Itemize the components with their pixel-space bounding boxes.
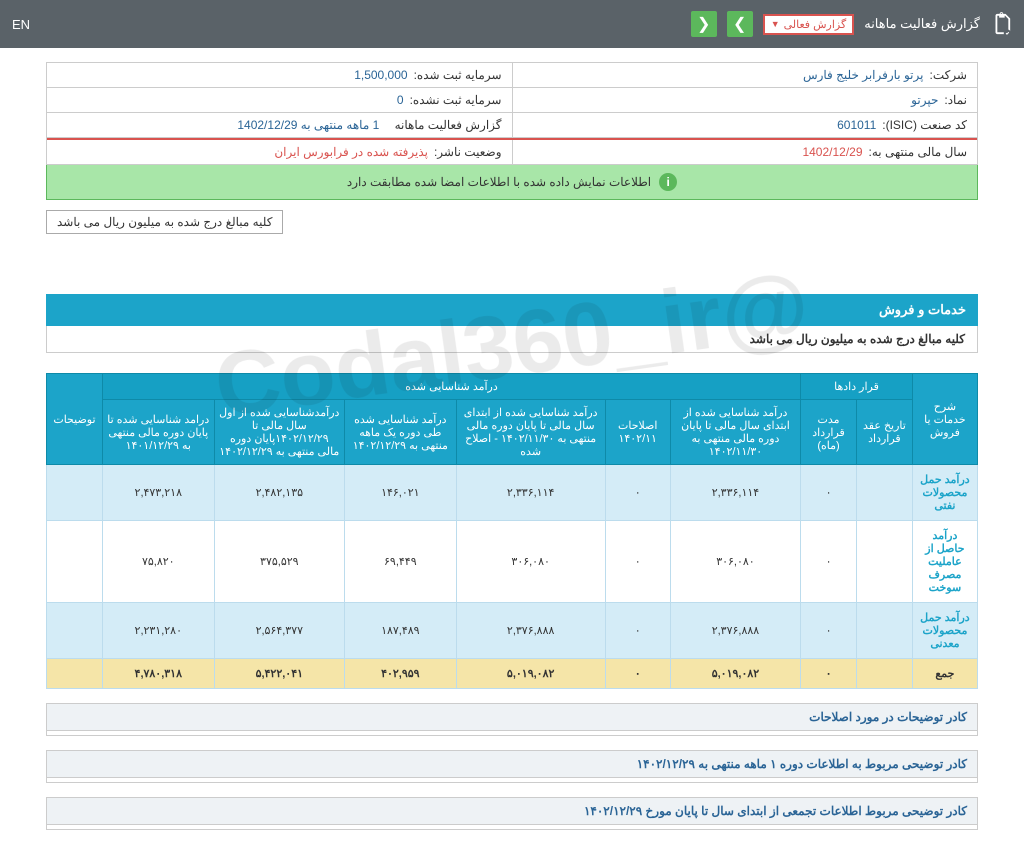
page-title: گزارش فعالیت ماهانه [864, 16, 980, 32]
cell-desc: درآمد حمل محصولات معدنی [912, 603, 977, 659]
cell-desc: جمع [912, 659, 977, 689]
capital-unreg-value: 0 [397, 93, 404, 107]
dropdown-label: گزارش فعالی [784, 18, 847, 31]
report-dropdown[interactable]: گزارش فعالی ▼ [763, 14, 855, 35]
info-icon: i [659, 173, 677, 191]
cell: ۵,۴۲۲,۰۴۱ [214, 659, 344, 689]
th-rec-adj: درآمد شناسایی شده از ابتدای سال مالی تا … [456, 400, 605, 465]
company-info-box: شرکت: پرتو بارفرابر خلیج فارس سرمایه ثبت… [46, 62, 978, 165]
cell: ۶۹,۴۴۹ [344, 521, 456, 603]
cell: ۵,۰۱۹,۰۸۲ [456, 659, 605, 689]
cell [856, 659, 912, 689]
desc-box: کادر توضیحی مربوط به اطلاعات دوره ۱ ماهه… [46, 750, 978, 783]
symbol-label: نماد: [944, 93, 967, 107]
cell: ۰ [801, 659, 857, 689]
th-rec-1m: درآمد شناسایی شده طی دوره یک ماهه منتهی … [344, 400, 456, 465]
cell: ۴۰۲,۹۵۹ [344, 659, 456, 689]
section-sub: کلیه مبالغ درج شده به میلیون ریال می باش… [46, 326, 978, 353]
table-row: درآمد حاصل از عاملیت مصرف سوخت ۰ ۳۰۶,۰۸۰… [47, 521, 978, 603]
cell: ۳۷۵,۵۲۹ [214, 521, 344, 603]
report-period: 1 ماهه منتهی به 1402/12/29 [237, 118, 379, 132]
cell: ۲,۵۶۴,۳۷۷ [214, 603, 344, 659]
table-total-row: جمع ۰ ۵,۰۱۹,۰۸۲ ۰ ۵,۰۱۹,۰۸۲ ۴۰۲,۹۵۹ ۵,۴۲… [47, 659, 978, 689]
cell-desc: درآمد حاصل از عاملیت مصرف سوخت [912, 521, 977, 603]
desc-body [47, 825, 977, 829]
cell [856, 521, 912, 603]
cell: ۱۴۶,۰۲۱ [344, 465, 456, 521]
desc-title: کادر توضیحات در مورد اصلاحات [47, 704, 977, 731]
desc-title: کادر توضیحی مربوط اطلاعات تجمعی از ابتدا… [47, 798, 977, 825]
cell: ۳۰۶,۰۸۰ [456, 521, 605, 603]
company-label: شرکت: [929, 68, 967, 82]
desc-body [47, 778, 977, 782]
nav-next-button[interactable]: ❯ [727, 11, 753, 37]
cell: ۲,۳۳۶,۱۱۴ [670, 465, 800, 521]
symbol-value: حپرتو [911, 93, 938, 107]
cell: ۰ [801, 603, 857, 659]
cell [856, 603, 912, 659]
chevron-down-icon: ▼ [771, 19, 780, 29]
cell: ۲,۳۳۶,۱۱۴ [456, 465, 605, 521]
lang-switch[interactable]: EN [12, 17, 30, 32]
nav-prev-button[interactable]: ❮ [691, 11, 717, 37]
capital-unreg-label: سرمایه ثبت نشده: [410, 93, 502, 107]
th-group-revenue: درآمد شناسایی شده [102, 374, 800, 400]
cell: ۵,۰۱۹,۰۸۲ [670, 659, 800, 689]
cell: ۴,۷۸۰,۳۱۸ [102, 659, 214, 689]
th-group-contracts: قرار دادها [801, 374, 913, 400]
cell: ۰ [801, 465, 857, 521]
issuer-label: وضعیت ناشر: [434, 145, 502, 159]
issuer-value: پذیرفته شده در فرابورس ایران [274, 145, 428, 159]
table-row: درآمد حمل محصولات نفتی ۰ ۲,۳۳۶,۱۱۴ ۰ ۲,۳… [47, 465, 978, 521]
isic-value: 601011 [837, 118, 876, 132]
capital-reg-value: 1,500,000 [354, 68, 407, 82]
cell: ۰ [605, 521, 670, 603]
cell: ۲,۳۷۶,۸۸۸ [670, 603, 800, 659]
report-label: گزارش فعالیت ماهانه [395, 118, 502, 132]
table-row: درآمد حمل محصولات معدنی ۰ ۲,۳۷۶,۸۸۸ ۰ ۲,… [47, 603, 978, 659]
desc-title: کادر توضیحی مربوط به اطلاعات دوره ۱ ماهه… [47, 751, 977, 778]
th-rec-cum: درآمدشناسایی شده از اول سال مالی تا ۱۴۰۲… [214, 400, 344, 465]
cell [47, 465, 103, 521]
cell [47, 659, 103, 689]
cell: ۳۰۶,۰۸۰ [670, 521, 800, 603]
th-adj: اصلاحات ۱۴۰۲/۱۱ [605, 400, 670, 465]
th-rec-prev: درامد شناسایی شده تا پایان دوره مالی منت… [102, 400, 214, 465]
alert-text: اطلاعات نمایش داده شده با اطلاعات امضا ش… [347, 175, 651, 189]
currency-note: کلیه مبالغ درج شده به میلیون ریال می باش… [46, 210, 283, 234]
cell-desc: درآمد حمل محصولات نفتی [912, 465, 977, 521]
cell: ۰ [605, 465, 670, 521]
cell [47, 603, 103, 659]
fy-label: سال مالی منتهی به: [869, 145, 967, 159]
section-header: خدمات و فروش [46, 294, 978, 326]
cell: ۲,۳۷۶,۸۸۸ [456, 603, 605, 659]
desc-box: کادر توضیحات در مورد اصلاحات [46, 703, 978, 736]
th-rec-start: درآمد شناسایی شده از ابتدای سال مالی تا … [670, 400, 800, 465]
desc-box: کادر توضیحی مربوط اطلاعات تجمعی از ابتدا… [46, 797, 978, 830]
capital-reg-label: سرمایه ثبت شده: [414, 68, 502, 82]
signature-alert: i اطلاعات نمایش داده شده با اطلاعات امضا… [46, 165, 978, 200]
th-date: تاریخ عقد قرارداد [856, 400, 912, 465]
th-dur: مدت قرارداد (ماه) [801, 400, 857, 465]
revenue-table: شرح خدمات یا فروش قرار دادها درآمد شناسا… [46, 373, 978, 689]
cell: ۱۸۷,۴۸۹ [344, 603, 456, 659]
cell: ۷۵,۸۲۰ [102, 521, 214, 603]
th-desc: شرح خدمات یا فروش [912, 374, 977, 465]
cell [856, 465, 912, 521]
cell [47, 521, 103, 603]
cell: ۰ [605, 659, 670, 689]
cell: ۲,۴۷۳,۲۱۸ [102, 465, 214, 521]
clipboard-icon [990, 11, 1012, 37]
topbar: گزارش فعالیت ماهانه گزارش فعالی ▼ ❯ ❮ EN [0, 0, 1024, 48]
isic-label: کد صنعت (ISIC): [882, 118, 967, 132]
desc-body [47, 731, 977, 735]
cell: ۰ [605, 603, 670, 659]
fy-value: 1402/12/29 [802, 145, 862, 159]
cell: ۲,۲۳۱,۲۸۰ [102, 603, 214, 659]
company-value: پرتو بارفرابر خلیج فارس [803, 68, 924, 82]
th-notes: توضیحات [47, 374, 103, 465]
cell: ۲,۴۸۲,۱۳۵ [214, 465, 344, 521]
cell: ۰ [801, 521, 857, 603]
